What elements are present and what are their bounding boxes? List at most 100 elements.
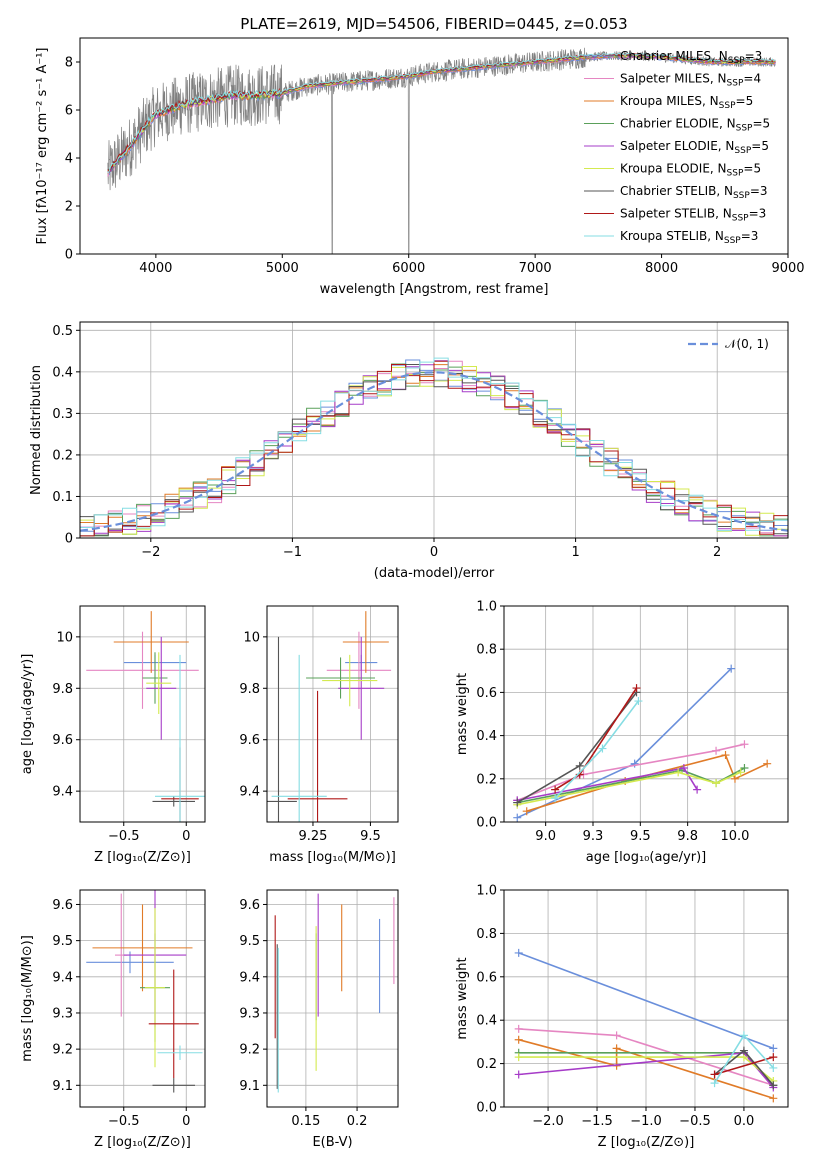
y-tick-label: 0.4 [52,365,73,380]
y-tick-label: 0.1 [52,490,73,505]
y-tick-label: 0.4 [476,1014,497,1029]
legend-gaussian-label: 𝒩(0, 1) [725,337,769,351]
figure-title: PLATE=2619, MJD=54506, FIBERID=0445, z=0… [240,15,627,33]
weight-point-marker [632,684,641,693]
y-tick-label: 9.6 [239,733,260,748]
plot-area [267,611,392,822]
x-tick-label: 7000 [519,261,552,276]
y-tick-label: 9.6 [239,898,260,913]
weight-point-marker [769,1063,778,1072]
weight-point-marker [769,1094,778,1103]
legend-entry-1: Salpeter MILES, NSSP=4 [620,72,761,89]
plot-area [513,664,772,822]
y-tick-label: 0.8 [476,643,497,658]
weight-series-1 [517,743,745,802]
x-tick-label: −0.5 [108,829,140,844]
x-tick-label: 2 [713,545,721,560]
y-tick-label: 8 [65,56,73,71]
y-tick-label: 9.1 [52,1079,73,1094]
x-tick-label: 4000 [139,261,172,276]
y-tick-label: 4 [65,152,73,167]
y-tick-label: 0.3 [52,407,73,422]
x-tick-label: 8000 [645,261,678,276]
panel-mass_vs_Z: −0.5 0 9.1 9.2 9.3 9.4 9.5 9.6 Z [log₁₀(Z/Z⊙)] ma… [20,889,206,1150]
plot-area [107,47,776,254]
panel-residuals: −2 −1 0 1 2 0 0.1 0.2 0.3 0.4 0.5 (data-model)/erro… [29,321,789,581]
gaussian-curve [80,371,788,532]
weight-point-marker [513,798,522,807]
weight-point-marker [522,807,531,816]
weight-series-0 [518,952,774,1050]
weight-point-marker [513,813,522,822]
weight-point-marker [730,774,739,783]
weight-series-5 [517,771,742,806]
weight-point-marker [514,1035,523,1044]
axes-frame [266,889,399,1108]
weight-series-7 [554,687,638,791]
weight-point-marker [712,746,721,755]
plot-area [514,948,778,1103]
x-tick-label: 0 [182,1114,190,1129]
x-tick-label: 9.5 [360,829,381,844]
weight-point-marker [612,1044,621,1053]
y-tick-label: 9.4 [239,785,260,800]
panel-mass_vs_ebv: 0.15 0.2 9.1 9.2 9.3 9.4 9.5 9.6 E(B-V) [239,889,399,1150]
weight-point-marker [710,1070,719,1079]
weight-point-marker [634,697,643,706]
panel-age_vs_mass: 9.25 9.5 9.4 9.6 9.8 10 mass [log₁₀(M/M⊙)] [239,605,399,865]
weight-series-7 [714,1056,774,1076]
y-tick-label: 9.2 [239,1043,260,1058]
x-tick-label: 9.0 [535,829,556,844]
y-tick-label: 0.6 [476,686,497,701]
y-tick-label: 0.2 [476,1057,497,1072]
y-tick-label: 6 [65,104,73,119]
panel-weight_vs_Z: −2.0 −1.5 −1.0 −0.5 0.0 0.0 0.2 0.4 0.6 0.8 1.0 Z [… [455,884,789,1150]
y-tick-label: 9.2 [52,1043,73,1058]
x-axis-label: Z [log₁₀(Z/Z⊙)] [94,850,191,865]
axes-frame [503,605,789,823]
spectrum-observed-line [107,47,776,254]
weight-point-marker [769,1081,778,1090]
weight-point-marker [710,1079,719,1088]
weight-point-marker [514,1053,523,1062]
x-tick-label: −2 [141,545,160,560]
plot-area [86,611,205,822]
y-axis-label: mass [log₁₀(M/M⊙)] [20,935,35,1062]
x-tick-label: −1.0 [630,1114,662,1129]
weight-point-marker [763,759,772,768]
x-tick-label: 9.3 [583,829,604,844]
weight-point-marker [674,768,683,777]
y-tick-label: 0.4 [476,729,497,744]
weight-point-marker [630,759,639,768]
x-tick-label: 10.0 [721,829,750,844]
x-tick-label: 9.8 [677,829,698,844]
x-tick-label: 0 [430,545,438,560]
y-axis-label: mass weight [455,957,470,1039]
y-tick-label: 9.8 [239,682,260,697]
legend-entry-2: Kroupa MILES, NSSP=5 [620,94,753,111]
legend-entry-6: Chabrier STELIB, NSSP=3 [620,184,768,201]
weight-point-marker [739,1046,748,1055]
y-tick-label: 9.3 [52,1006,73,1021]
y-tick-label: 0.0 [476,1101,497,1116]
weight-point-marker [769,1044,778,1053]
y-axis-label: Flux [fλ10⁻¹⁷ erg cm⁻² s⁻¹ A⁻¹] [35,48,50,245]
weight-point-marker [598,744,607,753]
weight-point-marker [514,948,523,957]
y-tick-label: 0.8 [476,927,497,942]
x-tick-label: 9.5 [630,829,651,844]
plot-area [80,357,788,537]
y-tick-label: 9.5 [239,934,260,949]
x-axis-label: mass [log₁₀(M/M⊙)] [269,850,396,865]
weight-point-marker [551,785,560,794]
weight-point-marker [514,1024,523,1033]
y-tick-label: 0.6 [476,970,497,985]
x-tick-label: 9000 [771,261,804,276]
x-axis-label: Z [log₁₀(Z/Z⊙)] [598,1135,695,1150]
legend-entry-8: Kroupa STELIB, NSSP=3 [620,229,758,246]
y-tick-label: 9.4 [52,970,73,985]
x-axis-label: Z [log₁₀(Z/Z⊙)] [94,1135,191,1150]
x-axis-label: wavelength [Angstrom, rest frame] [320,282,549,297]
x-tick-label: 0 [182,829,190,844]
